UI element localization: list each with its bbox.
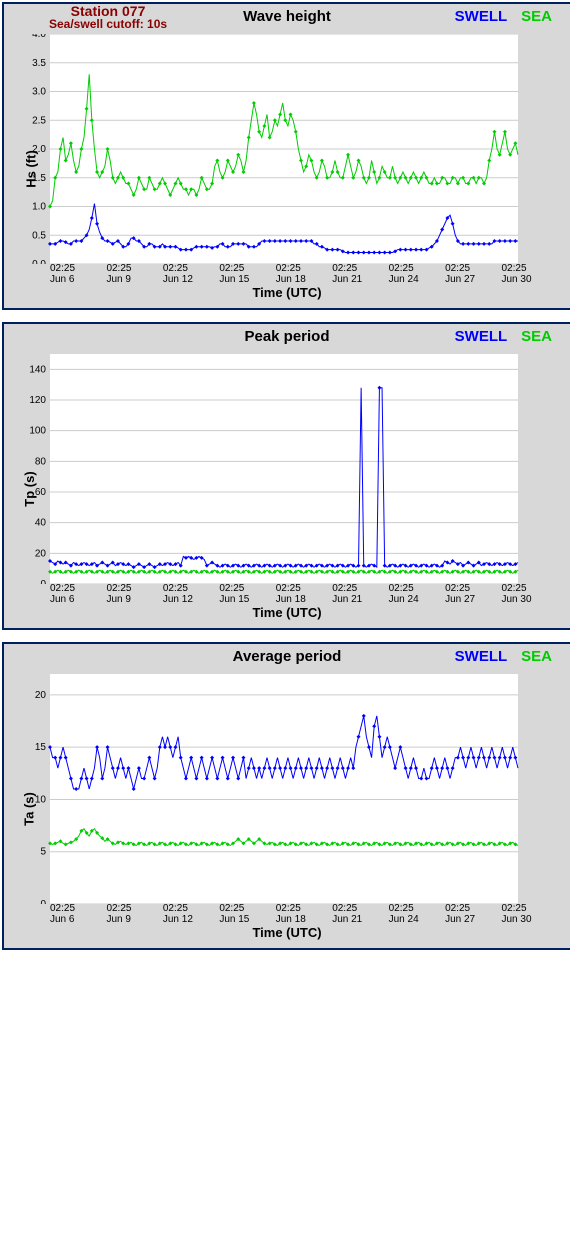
svg-text:0.0: 0.0 [32,259,46,264]
svg-text:1.0: 1.0 [32,202,46,213]
svg-text:40: 40 [35,518,47,529]
wave-height-header: Station 077Sea/swell cutoff: 10s Wave hei… [4,4,570,34]
xtick: 02:25Jun 27 [445,264,501,285]
peak-period-header: Peak period SWELL SEA [4,324,570,354]
xtick: 02:25Jun 18 [276,584,332,605]
average-period-header: Average period SWELL SEA [4,644,570,674]
xtick: 02:25Jun 6 [50,904,106,925]
legend-sea: SEA [521,8,552,25]
svg-text:2.5: 2.5 [32,115,46,126]
average-period-xticks: 02:25Jun 602:25Jun 902:25Jun 1202:25Jun … [50,904,558,925]
wave-height-legend: SWELL SEA [455,8,552,25]
svg-text:3.5: 3.5 [32,58,46,69]
xtick: 02:25Jun 18 [276,264,332,285]
average-period-xlabel: Time (UTC) [14,925,560,944]
peak-period-plot: Tp (s)02040608010012014002:25Jun 602:25J… [14,354,560,624]
peak-period-xticks: 02:25Jun 602:25Jun 902:25Jun 1202:25Jun … [50,584,558,605]
wave-height-plot: Hs (ft)0.00.51.01.52.02.53.03.54.002:25J… [14,34,560,304]
svg-text:0: 0 [40,579,46,584]
svg-text:5: 5 [40,847,46,858]
xtick: 02:25Jun 6 [50,584,106,605]
xtick: 02:25Jun 6 [50,264,106,285]
average-period-svg: 0 5 10 15 20 [14,674,520,904]
xtick: 02:25Jun 15 [219,584,275,605]
average-period-title: Average period [233,648,342,665]
wave-height-panel: Station 077Sea/swell cutoff: 10s Wave hei… [2,2,570,310]
xtick: 02:25Jun 30 [502,584,558,605]
station-subtitle: Sea/swell cutoff: 10s [49,18,167,30]
peak-period-legend: SWELL SEA [455,328,552,345]
svg-text:15: 15 [35,742,47,753]
wave-height-svg: 0.00.51.01.52.02.53.03.54.0 [14,34,520,264]
xtick: 02:25Jun 12 [163,904,219,925]
xtick: 02:25Jun 12 [163,264,219,285]
svg-text:20: 20 [35,548,47,559]
wave-height-title: Wave height [243,8,331,25]
peak-period-ylabel: Tp (s) [22,471,37,506]
svg-text:120: 120 [29,395,46,406]
peak-period-panel: Peak periodSWELLSEATp (s)020406080100120… [2,322,570,630]
wave-height-xlabel: Time (UTC) [14,285,560,304]
xtick: 02:25Jun 9 [106,584,162,605]
legend-sea: SEA [521,328,552,345]
svg-text:140: 140 [29,364,46,375]
average-period-ylabel: Ta (s) [21,792,36,826]
svg-text:100: 100 [29,426,46,437]
legend-sea: SEA [521,648,552,665]
xtick: 02:25Jun 12 [163,584,219,605]
svg-text:0.5: 0.5 [32,230,46,241]
wave-height-xticks: 02:25Jun 602:25Jun 902:25Jun 1202:25Jun … [50,264,558,285]
xtick: 02:25Jun 21 [332,584,388,605]
xtick: 02:25Jun 18 [276,904,332,925]
legend-swell: SWELL [455,8,508,25]
svg-text:80: 80 [35,456,47,467]
average-period-plot: Ta (s)0510152002:25Jun 602:25Jun 902:25J… [14,674,560,944]
average-period-legend: SWELL SEA [455,648,552,665]
xtick: 02:25Jun 9 [106,904,162,925]
svg-text:10: 10 [35,794,47,805]
legend-swell: SWELL [455,648,508,665]
station-title: Station 077 [49,4,167,18]
xtick: 02:25Jun 24 [389,904,445,925]
xtick: 02:25Jun 15 [219,904,275,925]
xtick: 02:25Jun 21 [332,264,388,285]
xtick: 02:25Jun 27 [445,584,501,605]
peak-period-title: Peak period [244,328,329,345]
xtick: 02:25Jun 30 [502,264,558,285]
xtick: 02:25Jun 24 [389,584,445,605]
svg-text:3.0: 3.0 [32,87,46,98]
station-block: Station 077Sea/swell cutoff: 10s [49,4,167,30]
svg-text:0: 0 [40,899,46,904]
xtick: 02:25Jun 27 [445,904,501,925]
xtick: 02:25Jun 9 [106,264,162,285]
svg-text:20: 20 [35,690,47,701]
xtick: 02:25Jun 30 [502,904,558,925]
xtick: 02:25Jun 21 [332,904,388,925]
peak-period-xlabel: Time (UTC) [14,605,560,624]
xtick: 02:25Jun 24 [389,264,445,285]
legend-swell: SWELL [455,328,508,345]
svg-text:4.0: 4.0 [32,34,46,40]
peak-period-svg: 020406080100120140 [14,354,520,584]
average-period-panel: Average period SWELL SEA Ta (s) 0 5 10 15 20 02:2… [2,642,570,950]
wave-height-ylabel: Hs (ft) [23,150,38,188]
xtick: 02:25Jun 15 [219,264,275,285]
